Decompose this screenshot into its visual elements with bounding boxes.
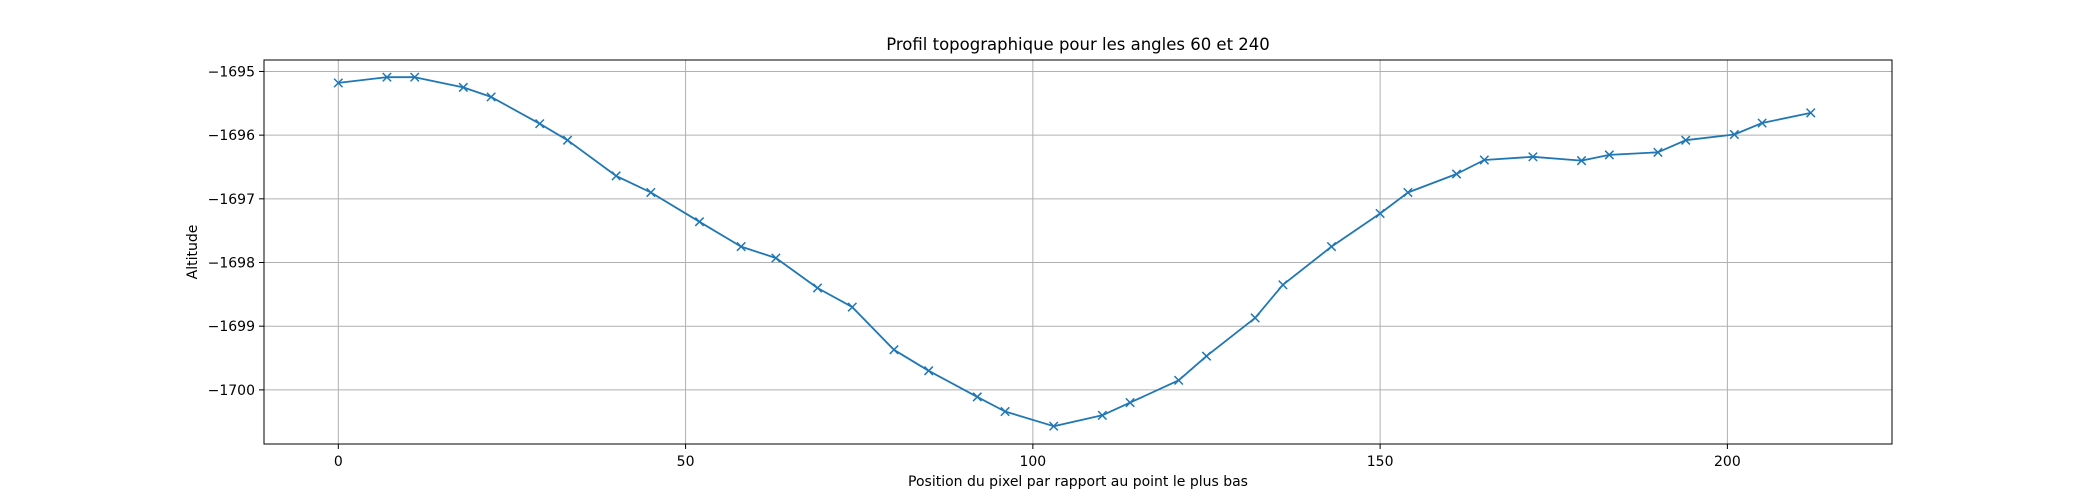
- marker-stroke: [972, 392, 983, 402]
- data-point-marker: [694, 217, 705, 227]
- marker-stroke: [646, 187, 656, 198]
- data-point-marker: [646, 187, 656, 198]
- axes: 0 50 100 150 200 −1695 −1696 −1697 −1698 −1699 −17…: [208, 64, 1741, 470]
- data-point-marker: [1173, 375, 1184, 386]
- data-point-marker: [1048, 421, 1059, 431]
- y-axis-label: Altitude: [185, 225, 201, 280]
- marker-stroke: [1326, 241, 1337, 252]
- marker-stroke: [458, 82, 469, 93]
- marker-stroke: [847, 302, 858, 312]
- data-point-marker: [812, 283, 823, 293]
- marker-stroke: [1528, 152, 1538, 162]
- marker-stroke: [333, 78, 344, 88]
- marker-stroke: [1576, 155, 1587, 166]
- marker-stroke: [409, 72, 420, 82]
- data-point-marker: [562, 135, 573, 145]
- marker-stroke: [1653, 147, 1663, 158]
- data-point-marker: [1125, 397, 1135, 408]
- x-tick-label: 0: [334, 454, 343, 470]
- marker-stroke: [923, 366, 934, 376]
- y-tick-label: −1699: [208, 319, 255, 335]
- data-point-marker: [1201, 351, 1212, 361]
- marker-stroke: [1048, 421, 1059, 431]
- marker-stroke: [812, 283, 823, 293]
- data-point-marker: [771, 253, 781, 263]
- chart-title: Profil topographique pour les angles 60 …: [886, 35, 1270, 54]
- series-line: [338, 76, 1811, 428]
- marker-stroke: [1173, 375, 1184, 386]
- y-tick-label: −1697: [208, 192, 255, 208]
- marker-stroke: [1806, 108, 1816, 118]
- marker-stroke: [486, 92, 496, 102]
- marker-stroke: [1680, 135, 1691, 145]
- marker-stroke: [1278, 280, 1288, 290]
- data-point-marker: [1757, 118, 1767, 128]
- marker-stroke: [562, 135, 573, 145]
- data-point-marker: [1375, 208, 1385, 219]
- data-point-marker: [847, 302, 858, 312]
- series-layer: [333, 72, 1816, 431]
- data-point-marker: [889, 345, 899, 355]
- data-point-marker: [972, 392, 983, 402]
- data-point-marker: [458, 82, 469, 93]
- marker-stroke: [1000, 406, 1010, 417]
- marker-stroke: [694, 217, 705, 227]
- data-point-marker: [923, 366, 934, 376]
- data-point-marker: [535, 118, 545, 129]
- x-tick-label: 200: [1714, 454, 1741, 470]
- marker-stroke: [1479, 155, 1490, 165]
- y-tick-label: −1700: [208, 383, 255, 399]
- marker-stroke: [1250, 313, 1260, 323]
- data-point-marker: [1528, 152, 1538, 162]
- marker-stroke: [535, 118, 545, 129]
- marker-stroke: [611, 171, 621, 181]
- data-point-marker: [1806, 108, 1816, 118]
- data-point-marker: [611, 171, 621, 181]
- data-point-marker: [333, 78, 344, 88]
- data-point-marker: [1250, 313, 1260, 323]
- marker-stroke: [1201, 351, 1212, 361]
- marker-stroke: [1729, 129, 1740, 140]
- data-point-marker: [1729, 129, 1740, 140]
- data-point-marker: [1278, 280, 1288, 290]
- x-tick-label: 150: [1367, 454, 1394, 470]
- marker-stroke: [1403, 187, 1413, 198]
- marker-stroke: [736, 241, 746, 252]
- marker-stroke: [1097, 410, 1108, 421]
- data-point-marker: [1403, 187, 1413, 198]
- data-point-marker: [1680, 135, 1691, 145]
- x-tick-label: 100: [1019, 454, 1046, 470]
- marker-stroke: [382, 72, 392, 82]
- data-point-marker: [382, 72, 392, 82]
- marker-stroke: [889, 345, 899, 355]
- data-point-marker: [1479, 155, 1490, 165]
- data-point-marker: [486, 92, 496, 102]
- data-point-marker: [1653, 147, 1663, 158]
- data-point-marker: [1097, 410, 1108, 421]
- data-point-marker: [1451, 169, 1462, 179]
- y-tick-label: −1695: [208, 64, 255, 80]
- data-point-marker: [1576, 155, 1587, 166]
- data-point-marker: [736, 241, 746, 252]
- data-point-marker: [409, 72, 420, 82]
- marker-stroke: [1451, 169, 1462, 179]
- x-tick-label: 50: [677, 454, 695, 470]
- marker-stroke: [1757, 118, 1767, 128]
- y-tick-label: −1698: [208, 256, 255, 272]
- data-point-marker: [1000, 406, 1010, 417]
- marker-stroke: [1125, 397, 1135, 408]
- marker-stroke: [771, 253, 781, 263]
- x-axis-label: Position du pixel par rapport au point l…: [908, 474, 1248, 490]
- grid: [264, 60, 1892, 444]
- marker-stroke: [1375, 208, 1385, 219]
- y-tick-label: −1696: [208, 128, 255, 144]
- plot-frame: [263, 59, 1893, 445]
- data-point-marker: [1326, 241, 1337, 252]
- marker-stroke: [1604, 150, 1615, 160]
- data-point-marker: [1604, 150, 1615, 160]
